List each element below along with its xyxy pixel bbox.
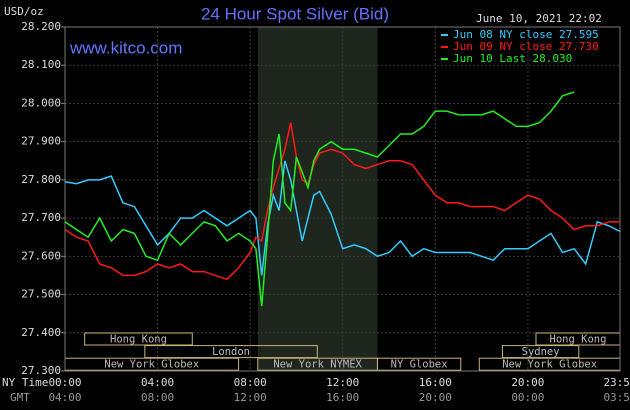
session-label: Hong Kong [550,334,607,346]
session-box [84,332,193,346]
x-tick-gmt-label: 12:00 [234,391,267,404]
chart-title: 24 Hour Spot Silver (Bid) [201,4,389,23]
x-tick-gmt-label: 08:00 [141,391,174,404]
timestamp: June 10, 2021 22:02 [476,12,602,25]
session-box [144,345,318,359]
y-tick-label: 27.300 [21,364,61,377]
x-tick-label: 08:00 [234,376,267,389]
y-tick-label: 28.200 [21,20,61,33]
y-tick-label: 27.600 [21,249,61,262]
session-label: New York Globex [104,359,199,371]
session-box [376,357,462,371]
plot-frame [64,26,621,372]
y-tick-label: 27.900 [21,135,61,148]
y-tick-label: 27.800 [21,173,61,186]
x-tick-gmt-label: 04:00 [48,391,81,404]
x-tick-gmt-label: 00:00 [511,391,544,404]
y-tick-label: 27.400 [21,326,61,339]
x-tick-label: 23:59 [603,376,630,389]
session-box [501,345,580,359]
x-row-label: GMT [10,391,30,404]
x-row-label: NY Time [2,376,48,389]
x-tick-gmt-label: 03:59 [603,391,630,404]
session-label: Hong Kong [110,334,167,346]
watermark: www.kitco.com [69,38,182,57]
x-tick-label: 20:00 [511,376,544,389]
legend-label: Jun 08 NY close 27.595 [453,28,599,41]
x-tick-gmt-label: 20:00 [419,391,452,404]
x-tick-label: 00:00 [48,376,81,389]
y-tick-label: 28.100 [21,58,61,71]
legend-label: Jun 10 Last 28.030 [453,52,572,65]
y-tick-label: 27.700 [21,211,61,224]
session-label: New York Globex [502,359,597,371]
x-tick-label: 12:00 [326,376,359,389]
series-line [64,122,620,281]
x-tick-label: 04:00 [141,376,174,389]
session-label: Sydney [522,346,560,358]
session-label: NY Globex [391,359,448,371]
session-label: New York NYMEX [273,359,362,371]
highlight-band [257,27,378,371]
y-axis-label: USD/oz [4,5,44,18]
y-tick-label: 28.000 [21,96,61,109]
legend-label: Jun 09 NY close 27.730 [453,40,599,53]
series-line [64,91,575,307]
y-tick-label: 27.500 [21,288,61,301]
x-tick-gmt-label: 16:00 [326,391,359,404]
session-label: London [212,346,250,358]
x-tick-label: 16:00 [419,376,452,389]
